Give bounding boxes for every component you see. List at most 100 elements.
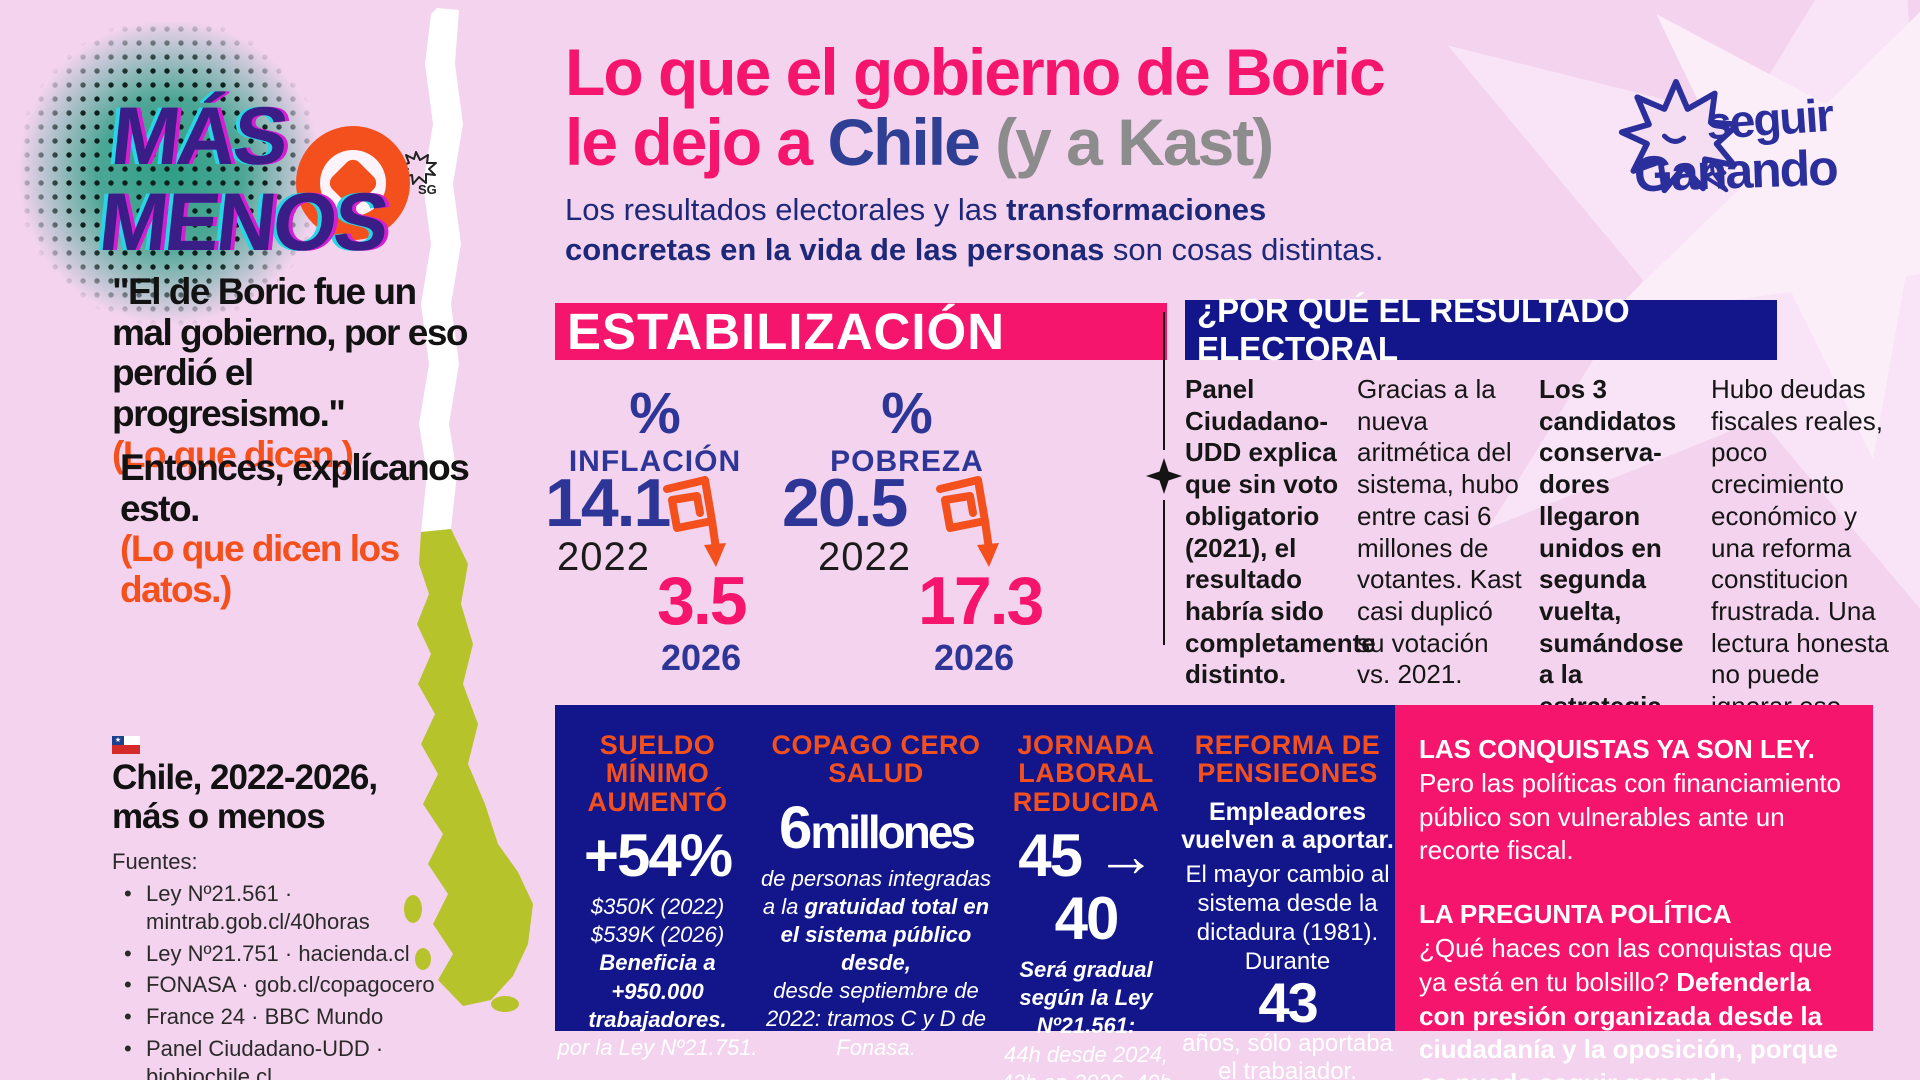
achievement-big-number: 6millones <box>760 796 992 859</box>
stat-pobreza: % POBREZA 20.5 2022 17.3 2026 <box>782 381 1044 685</box>
stat-start-value: 20.5 <box>782 465 908 541</box>
stat-end-value: 17.3 <box>918 563 1044 639</box>
title-line2-blue: Chile <box>827 105 980 179</box>
source-item: FONASA · gob.cl/copagocero <box>112 971 452 1000</box>
health-word: millones <box>810 805 976 858</box>
achievement-header: JORNADA LABORAL REDUCIDA <box>1012 730 1160 817</box>
wage-2022: $350K (2022) <box>590 894 725 920</box>
percent-symbol: % <box>881 381 933 446</box>
achievement-workweek: JORNADA LABORAL REDUCIDA 45 → 40 Será gr… <box>992 705 1180 1080</box>
title-line2-pink: le dejo a <box>565 105 828 179</box>
stat-label: POBREZA <box>830 445 984 478</box>
subtitle-line2: concretas en la vida de las personas son… <box>565 230 1383 270</box>
halftone-circle <box>20 22 332 334</box>
subtitle-l2-regular: son cosas distintas. <box>1104 232 1384 267</box>
stat-inflacion: % INFLACIÓN 14.1 2022 3.5 2026 <box>545 385 765 685</box>
subtitle-l2-bold: concretas en la vida de las personas <box>565 232 1105 267</box>
workweek-schedule: 44h desde 2024, 42h en 2026, 40h en 2028… <box>1000 1041 1171 1080</box>
challenge-block: Entonces, explícanos esto. (Lo que dicen… <box>120 447 482 611</box>
electoral-col-4: Hubo deudas fiscales reales, poco crecim… <box>1711 374 1889 721</box>
challenge-tag: (Lo que dicen los datos.) <box>120 528 400 611</box>
stat-end-year: 2026 <box>661 637 742 678</box>
achievements-panel: SUELDO MÍNIMO AUMENTÓ +54% $350K (2022) … <box>555 705 1395 1080</box>
stat-start-value: 14.1 <box>545 465 671 541</box>
stat-label: INFLACIÓN <box>568 445 742 478</box>
sparkle-icon <box>1146 458 1182 494</box>
electoral-col-3: Los 3 candidatos conserva-dores llegaron… <box>1539 374 1684 753</box>
subtitle-l1-bold: transformaciones <box>1006 192 1267 227</box>
electoral-columns: Panel Ciudadano-UDD explica que sin voto… <box>1185 374 1889 755</box>
pensions-big-number: 43 <box>1258 971 1318 1035</box>
section-divider <box>1163 500 1165 645</box>
conquests-heading2: LA PREGUNTA POLÍTICA <box>1419 899 1732 930</box>
page-title-line2: le dejo a Chile (y a Kast) <box>565 105 1274 179</box>
wage-law: por la Ley Nº21.751. <box>557 1034 758 1060</box>
source-item: Ley Nº21.561 · mintrab.gob.cl/40horas <box>112 880 452 937</box>
health-body-c: desde septiembre de 2022: tramos C y D d… <box>765 978 987 1060</box>
page-title-line1: Lo que el gobierno de Boric <box>565 35 1386 109</box>
achievement-header: COPAGO CERO SALUD <box>771 730 981 789</box>
electoral-banner: ¿POR QUÉ EL RESULTADO ELECTORAL <box>1185 292 1777 367</box>
source-item: Ley Nº21.751 · hacienda.cl <box>112 940 452 969</box>
pensions-body-b: años, sólo aportaba el trabajador. <box>1182 1029 1393 1080</box>
achievement-big-number: 45 → 40 <box>1018 822 1155 953</box>
conquests-para1: Pero las políticas con financiamiento pú… <box>1419 767 1842 866</box>
achievement-big-number: +54% <box>583 822 733 890</box>
quote-tag: (Lo que dicen.) <box>112 433 354 475</box>
achievement-detail: Será gradual según la Ley Nº21.561: 44h … <box>992 956 1180 1080</box>
source-item: Panel Ciudadano-UDD · biobiochile.cl <box>112 1035 452 1080</box>
country-label: Chile, 2022-2026, más o menos <box>112 758 378 837</box>
stat-start-year: 2022 <box>818 535 911 579</box>
electoral-col-1: Panel Ciudadano-UDD explica que sin voto… <box>1185 374 1376 690</box>
conquests-para2-regular: ¿Qué haces con las conquistas que ya est… <box>1419 932 1833 997</box>
section-divider <box>1163 312 1165 450</box>
sources-list: Fuentes: Ley Nº21.561 · mintrab.gob.cl/4… <box>112 848 452 1080</box>
achievement-header: REFORMA DE PENSIEONES <box>1194 730 1381 789</box>
percent-symbol: % <box>629 381 681 446</box>
achievement-minimum-wage: SUELDO MÍNIMO AUMENTÓ +54% $350K (2022) … <box>555 705 760 1080</box>
title-line2-gray: (y a Kast) <box>978 105 1274 179</box>
title-line1-text: Lo que el gobierno de Boric <box>565 35 1386 109</box>
chile-flag-icon: ★ <box>112 736 140 754</box>
health-body-b: gratuidad total en el sistema público de… <box>780 893 990 976</box>
trend-down-arrow-icon <box>936 476 999 567</box>
conquests-para2-bold: Defenderla con presión organizada desde … <box>1419 966 1838 1080</box>
sources-title: Fuentes: <box>112 849 198 874</box>
achievement-pensions: REFORMA DE PENSIEONES Empleadores vuelve… <box>1180 705 1395 1080</box>
conquests-para2: ¿Qué haces con las conquistas que ya est… <box>1419 932 1849 1080</box>
estabilizacion-banner: ESTABILIZACIÓN <box>555 303 1167 360</box>
quote-text: "El de Boric fue un mal gobierno, por es… <box>112 271 469 435</box>
stat-end-year: 2026 <box>934 637 1015 678</box>
stat-start-year: 2022 <box>557 535 650 579</box>
subtitle-l1-regular: Los resultados electorales y las <box>565 192 1007 227</box>
trend-down-arrow-icon <box>663 476 726 567</box>
conquests-heading1: LAS CONQUISTAS YA SON LEY. <box>1419 734 1815 764</box>
starburst-icon <box>1618 78 1738 194</box>
brand-o-icon <box>296 126 410 240</box>
stat-end-value: 3.5 <box>657 563 748 639</box>
seguir-logo-word1: seguir <box>1704 88 1834 150</box>
source-item: France 24 · BBC Mundo <box>112 1003 452 1032</box>
achievement-header: SUELDO MÍNIMO AUMENTÓ <box>587 730 728 817</box>
electoral-col-2: Gracias a la nueva aritmética del sistem… <box>1357 374 1522 690</box>
subtitle-line1: Los resultados electorales y las transfo… <box>565 190 1266 230</box>
workweek-law: Será gradual según la Ley Nº21.561: <box>1019 957 1153 1039</box>
conquests-panel: LAS CONQUISTAS YA SON LEY. Pero las polí… <box>1395 705 1873 1080</box>
achievement-detail: $350K (2022) $539K (2026) Beneficia a +9… <box>555 893 760 1062</box>
brand-word-mas: MÁS <box>107 91 291 182</box>
seguir-logo-word2: Ganando <box>1633 139 1838 203</box>
brand-word-menos: MENOS <box>95 177 391 268</box>
achievement-health: COPAGO CERO SALUD 6millones de personas … <box>760 705 992 1080</box>
achievement-detail: de personas integradas a la gratuidad to… <box>760 865 992 1062</box>
challenge-text: Entonces, explícanos esto. <box>120 447 470 529</box>
pensions-lead: Empleadores vuelven a aportar. <box>1181 797 1394 855</box>
sg-badge-icon: SG <box>399 151 437 197</box>
health-body-a: de personas integradas a la <box>761 865 991 919</box>
pensions-body-a: El mayor cambio al sistema desde la dict… <box>1185 861 1390 975</box>
health-number: 6 <box>779 793 812 861</box>
wage-2026: $539K (2026) <box>590 922 725 948</box>
wage-benefit: Beneficia a +950.000 trabajadores. <box>588 950 727 1032</box>
svg-text:SG: SG <box>418 182 437 197</box>
quote-block: "El de Boric fue un mal gobierno, por es… <box>112 271 474 475</box>
